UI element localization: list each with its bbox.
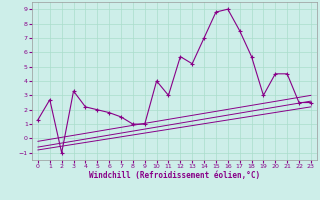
X-axis label: Windchill (Refroidissement éolien,°C): Windchill (Refroidissement éolien,°C) (89, 171, 260, 180)
